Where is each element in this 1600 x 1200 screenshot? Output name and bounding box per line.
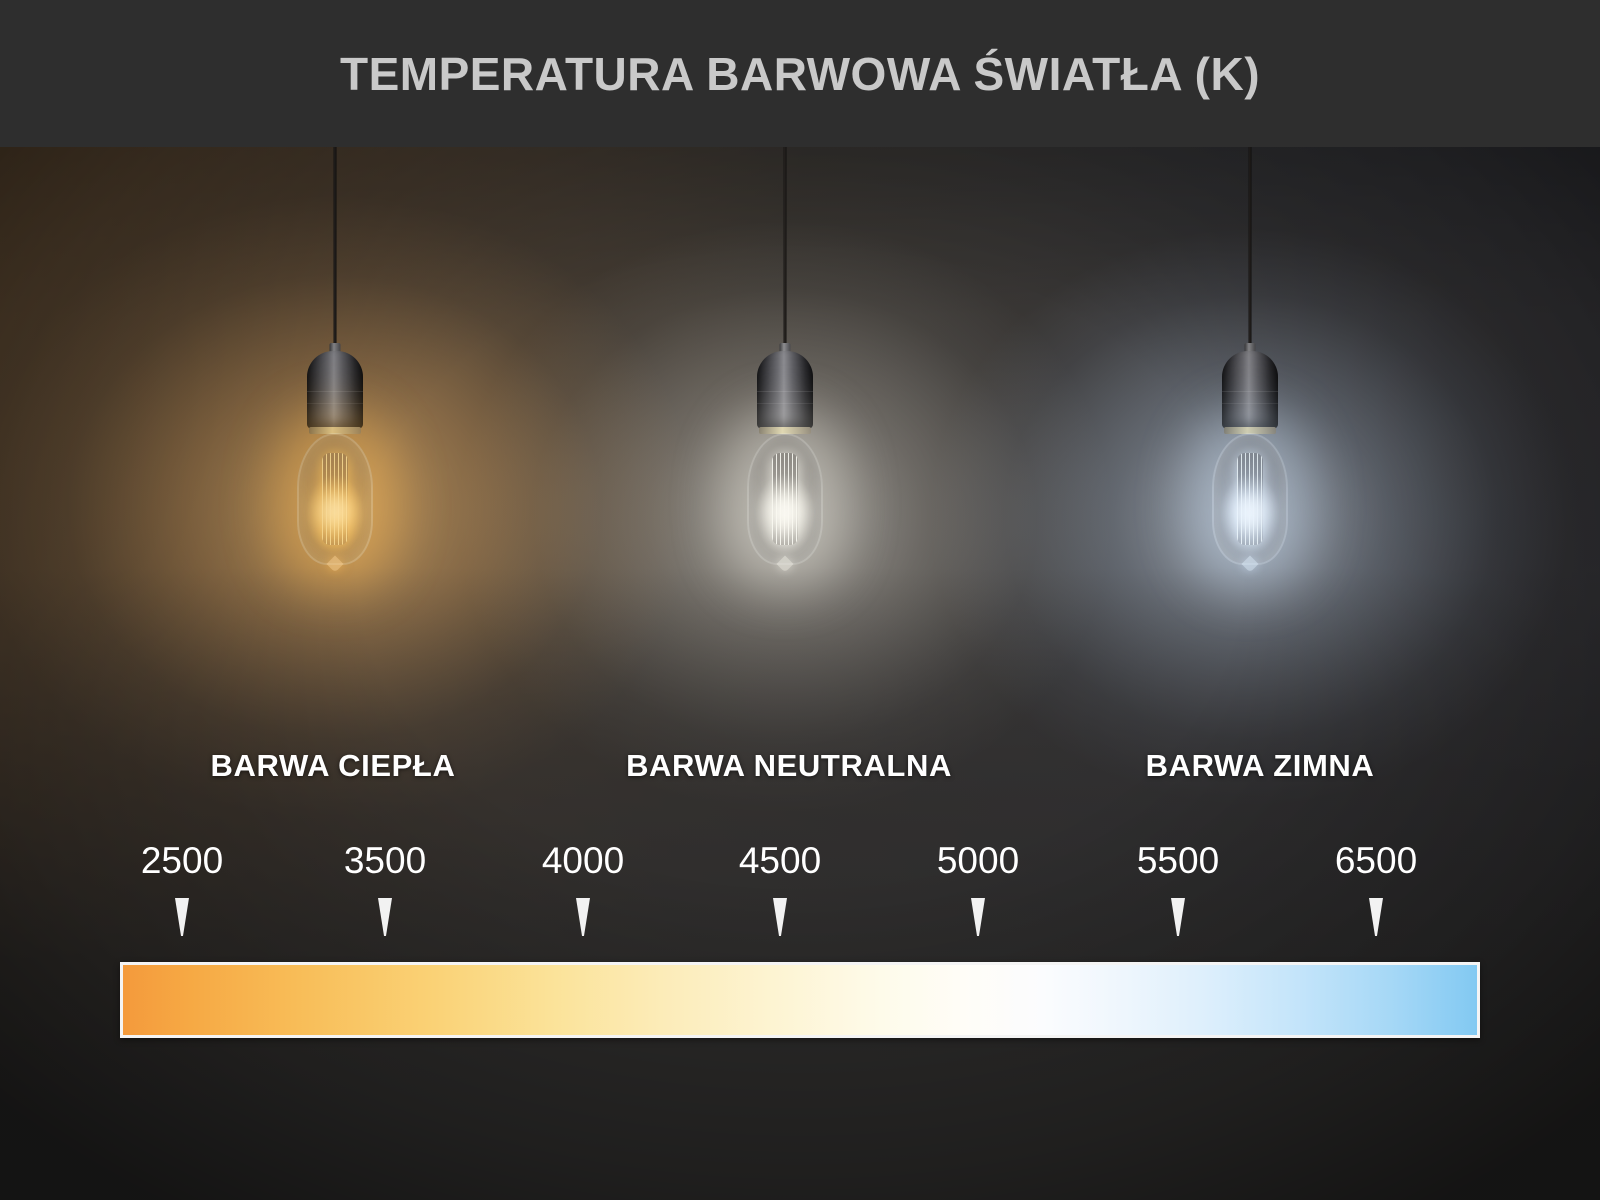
scale-arrow-icon-5500 [1171, 898, 1185, 936]
scale-arrow-icon-3500 [378, 898, 392, 936]
scale-tick-label-3500: 3500 [343, 840, 427, 881]
scale-tick-label-6500: 6500 [1334, 840, 1418, 881]
scale-arrow-icon-4500 [773, 898, 787, 936]
scale-arrow-icon-6500 [1369, 898, 1383, 936]
page-title: TEMPERATURA BARWOWA ŚWIATŁA (K) [339, 47, 1261, 100]
scale-tick-label-5000: 5000 [936, 840, 1020, 881]
scale-tick-label-4000: 4000 [541, 840, 625, 881]
scale-tick-label-5500: 5500 [1136, 840, 1220, 881]
color-temperature-gradient-bar [123, 965, 1477, 1035]
header-bar: TEMPERATURA BARWOWA ŚWIATŁA (K) [0, 0, 1600, 147]
scale-tick-label-2500: 2500 [140, 840, 224, 881]
scale-arrow-icon-4000 [576, 898, 590, 936]
scale-arrow-icon-2500 [175, 898, 189, 936]
scale-tick-label-4500: 4500 [738, 840, 822, 881]
scale-arrow-icon-5000 [971, 898, 985, 936]
color-temperature-bar-frame [120, 962, 1480, 1038]
